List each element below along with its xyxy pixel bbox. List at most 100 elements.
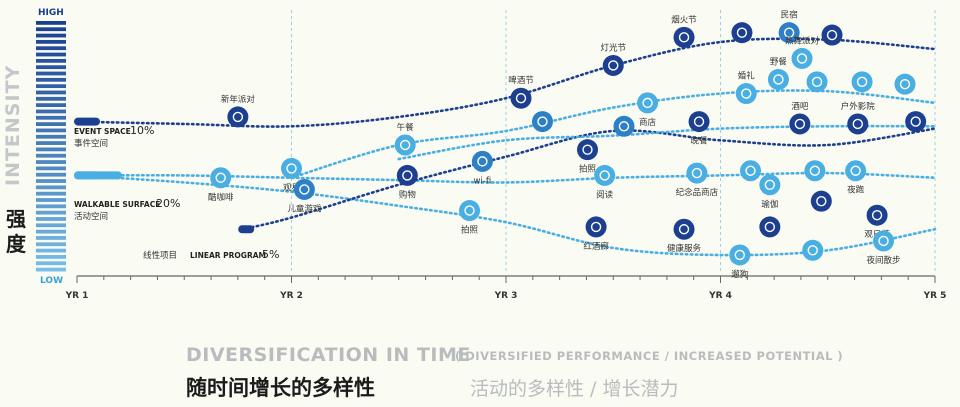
activity-label: 夜间散步 [867, 255, 901, 266]
series-percent: 10% [130, 124, 154, 137]
activity-plate-icon [806, 71, 828, 93]
icon-glyph [299, 184, 310, 195]
health-icon [673, 218, 695, 240]
icon-glyph [809, 165, 821, 176]
icon-glyph [402, 170, 413, 181]
activity-ticket-icon [894, 73, 916, 95]
activity-wifi-icon: wi-fi [471, 150, 493, 186]
ticket-icon [894, 73, 916, 95]
icon-glyph [796, 53, 808, 64]
activity-shoe-icon: 夜跑 [845, 160, 867, 196]
activity-plate-icon: 晚餐 [688, 111, 710, 147]
activity-camera-icon: 拍照 [459, 200, 481, 236]
icon-glyph [794, 118, 806, 130]
x-axis: YR 1 YR 2 YR 3 YR 4 YR 5 [65, 275, 946, 301]
fork-knife-icon [740, 160, 762, 182]
icon-glyph [826, 29, 838, 41]
series-name-cn: 活动空间 [74, 211, 108, 222]
activity-mic-icon: 灯光节 [600, 42, 626, 76]
ring-icon [735, 83, 757, 105]
intensity-bar-segment [36, 141, 66, 145]
activity-beer-icon: 啤酒节 [508, 75, 534, 109]
intensity-bar-segment [36, 39, 66, 44]
intensity-high-label: HIGH [38, 8, 64, 18]
health-icon [802, 239, 824, 261]
intensity-axis-label: INTENSITY [2, 64, 24, 186]
house-icon [778, 22, 800, 44]
activity-label: 酷咖啡 [208, 192, 234, 203]
icon-glyph [399, 139, 411, 151]
icon-glyph [477, 156, 488, 167]
intensity-bar-segment [36, 115, 66, 120]
intensity-bar-segment [36, 77, 66, 82]
intensity-bar-segment [36, 261, 66, 266]
activity-couple-icon: 夜间散步 [867, 230, 901, 266]
intensity-bar-segment [36, 33, 66, 38]
intensity-bar-segment [36, 84, 66, 89]
series-start-cap [238, 225, 255, 234]
activity-label: 儿童游戏 [287, 203, 322, 214]
intensity-bar-segment [36, 65, 66, 70]
intensity-bar-segment [36, 52, 66, 57]
intensity-bar-segment [36, 217, 66, 221]
intensity-bar-segment [36, 179, 66, 183]
dog-walk-icon [729, 244, 751, 266]
icon-glyph [286, 163, 297, 174]
icon-glyph [811, 76, 823, 88]
activity-label: 民宿 [781, 10, 798, 21]
activity-label: 烟火节 [671, 15, 697, 25]
intensity-bar-segment [36, 198, 66, 202]
couple-icon [873, 230, 895, 252]
x-tick-label: YR 4 [708, 291, 732, 301]
intensity-bar-segment [36, 267, 66, 272]
icon-glyph [618, 121, 630, 132]
intensity-bar-segment [36, 147, 66, 152]
wifi-icon [471, 150, 493, 172]
intensity-low-label: LOW [40, 276, 63, 286]
intensity-bar-segment [36, 236, 66, 240]
icon-glyph [693, 116, 705, 127]
icon-glyph [590, 221, 602, 233]
activity-label: 商店 [639, 117, 657, 128]
chart-subtitle-cn: 活动的多样性 / 增长潜力 [470, 378, 679, 400]
icon-glyph [608, 60, 619, 71]
intensity-bar-segment [36, 166, 66, 171]
intensity-bar-segment [36, 185, 66, 190]
cart-icon [396, 164, 418, 186]
intensity-axis-label-cn-1: 强 [6, 207, 26, 231]
activity-dog-walk-icon: 遛狗 [729, 244, 751, 280]
cart-icon [851, 71, 873, 93]
activity-cart-icon: 购物 [396, 164, 418, 200]
intensity-bar-segment [36, 160, 66, 164]
intensity-axis-label-cn-2: 度 [6, 232, 26, 256]
x-tick-label: YR 1 [65, 291, 89, 301]
torch-icon [731, 22, 753, 44]
activity-label: 新年派对 [221, 94, 256, 105]
activity-label: 阅读 [596, 189, 614, 200]
camera-icon [577, 139, 599, 161]
intensity-bar-segment [36, 46, 66, 51]
icon-glyph [691, 167, 703, 179]
shoe-icon [845, 160, 867, 182]
icon-glyph [850, 165, 861, 176]
intensity-bar-segment [36, 242, 66, 247]
dance-icon [791, 47, 813, 69]
activity-label: 遛狗 [731, 269, 748, 280]
grid [291, 10, 936, 274]
activity-frame-icon [804, 160, 826, 182]
activity-bike-icon [531, 111, 553, 133]
intensity-bar-segment [36, 172, 66, 177]
intensity-bar-segment [36, 71, 66, 76]
activity-label: 夜跑 [847, 185, 865, 196]
gift-icon [686, 162, 708, 184]
icon-glyph [910, 116, 921, 127]
plate-icon [806, 71, 828, 93]
hanger-icon [637, 92, 659, 114]
series-start-cap [74, 171, 100, 180]
activity-label: 婚礼 [738, 71, 756, 82]
projector-icon [847, 113, 869, 135]
icon-glyph [515, 92, 527, 104]
fork-knife-icon [394, 134, 416, 156]
series-start-cap [74, 117, 100, 126]
icon-glyph [582, 144, 593, 155]
